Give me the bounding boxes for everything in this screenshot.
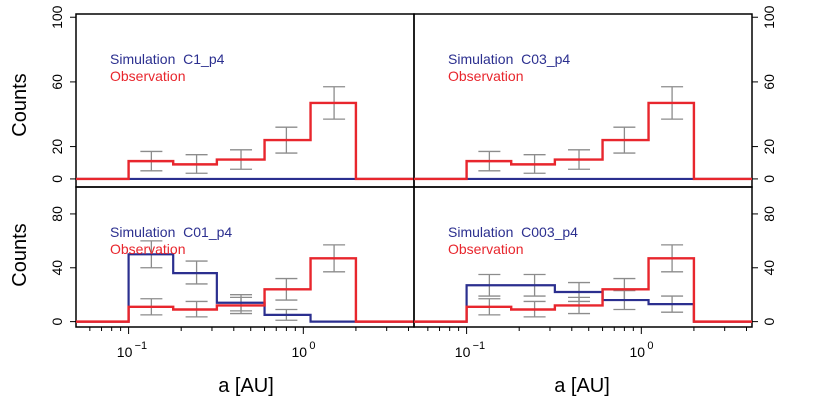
- observation-series-line: [76, 101, 414, 181]
- y-tick-label: 20: [49, 139, 65, 155]
- x-tick-exponent: −1: [135, 340, 148, 352]
- panel-frame: [413, 13, 753, 188]
- legend-observation: Observation: [448, 68, 523, 84]
- x-axis-title-left: a [AU]: [218, 375, 274, 397]
- y-tick-label: 60: [761, 74, 777, 90]
- y-axis-title-bottom: Counts: [9, 223, 31, 286]
- legend-observation: Observation: [448, 241, 523, 257]
- y-tick-label: 0: [49, 175, 65, 183]
- legend-observation: Observation: [110, 68, 185, 84]
- observation-series-line: [414, 101, 752, 181]
- x-tick-exponent: −1: [473, 340, 486, 352]
- x-tick-label: 10: [630, 344, 646, 360]
- y-tick-label: 40: [49, 260, 65, 276]
- legend-simulation: Simulation C01_p4: [110, 224, 232, 240]
- observation-series-line: [414, 257, 752, 323]
- y-tick-label: 0: [761, 318, 777, 326]
- y-tick-label: 100: [49, 5, 65, 29]
- simulation-series-line: [76, 253, 414, 323]
- legend-observation: Observation: [110, 241, 185, 257]
- simulation-series-line: [414, 284, 752, 323]
- y-tick-label: 60: [49, 74, 65, 90]
- y-axis-title-top: Counts: [9, 73, 31, 136]
- x-tick-label: 10: [455, 344, 471, 360]
- x-tick-exponent: 0: [309, 340, 315, 352]
- x-tick-exponent: 0: [647, 340, 653, 352]
- y-tick-label: 80: [49, 206, 65, 222]
- y-tick-label: 80: [761, 206, 777, 222]
- y-tick-label: 100: [761, 5, 777, 29]
- y-tick-label: 0: [49, 318, 65, 326]
- y-tick-label: 20: [761, 139, 777, 155]
- x-tick-label: 10: [292, 344, 308, 360]
- x-tick-label: 10: [117, 344, 133, 360]
- legend-simulation: Simulation C1_p4: [110, 51, 225, 67]
- x-axis-title-right: a [AU]: [554, 375, 610, 397]
- panel-frame: [413, 186, 753, 328]
- y-tick-label: 0: [761, 175, 777, 183]
- panel-frame: [75, 13, 415, 188]
- legend-simulation: Simulation C03_p4: [448, 51, 570, 67]
- observation-series-line: [76, 257, 414, 323]
- y-tick-label: 40: [761, 260, 777, 276]
- legend-simulation: Simulation C003_p4: [448, 224, 578, 240]
